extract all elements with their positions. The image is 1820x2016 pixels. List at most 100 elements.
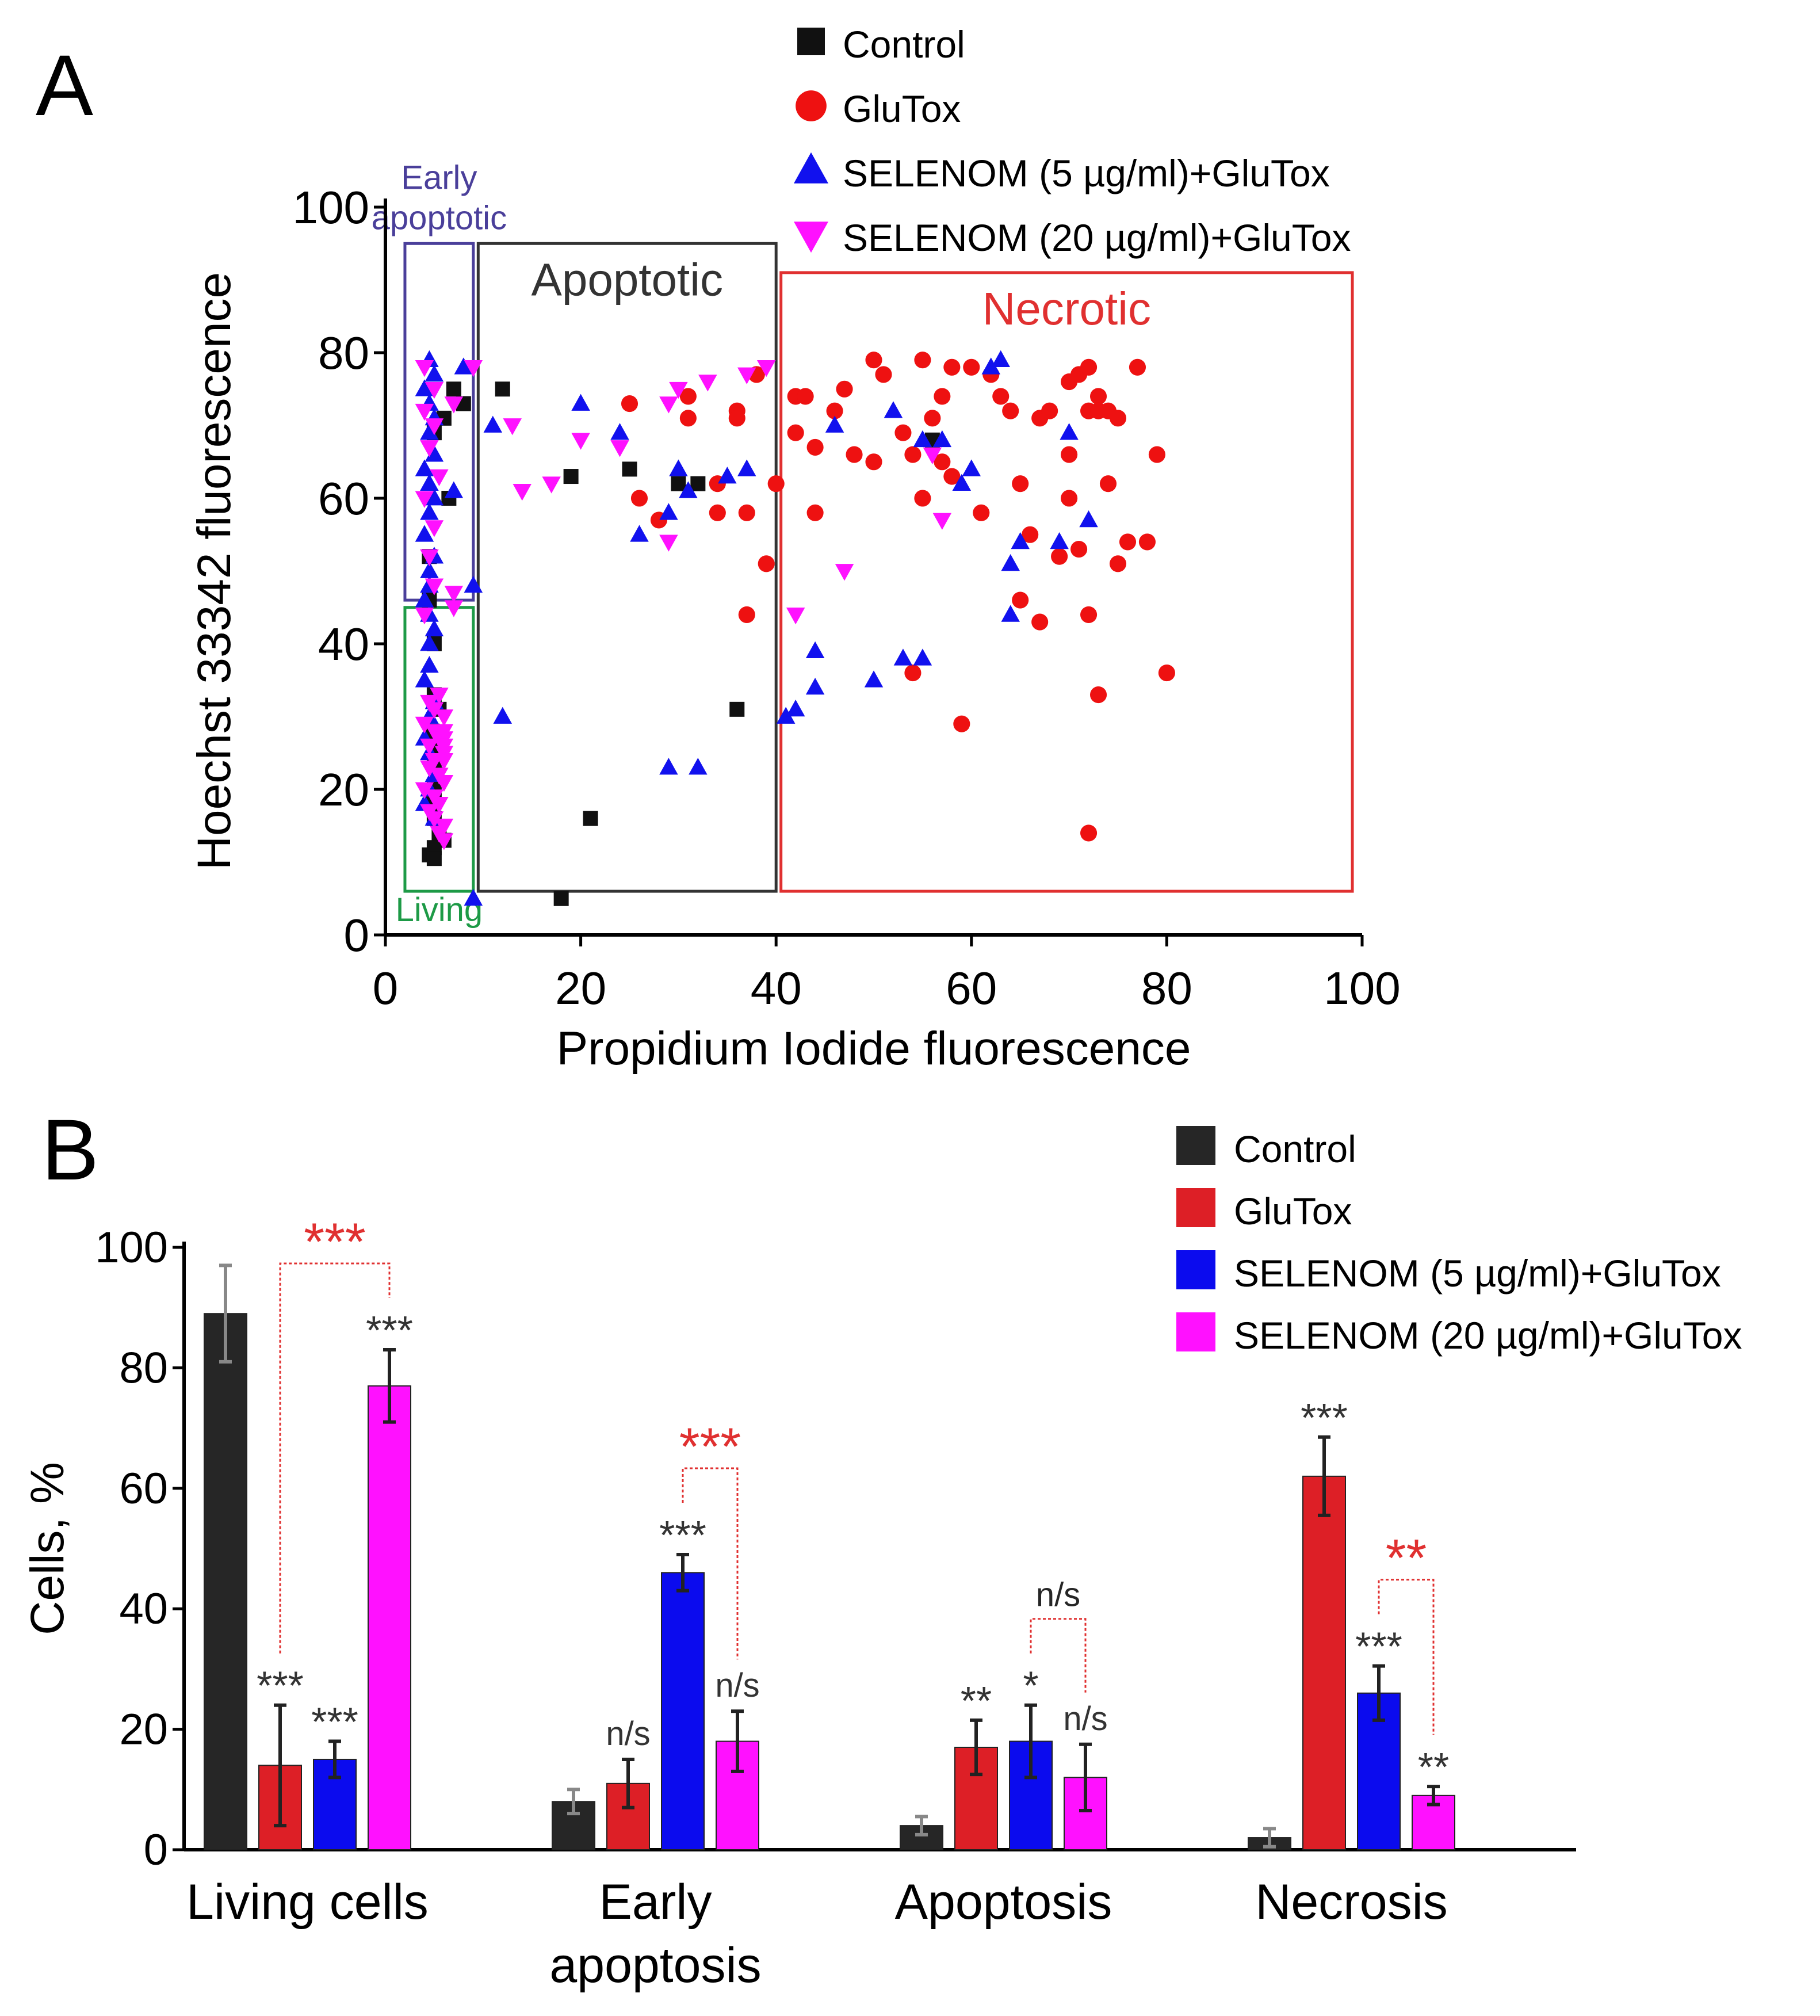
scatter-point (425, 520, 444, 537)
scatter-point (1060, 423, 1079, 440)
scatter-point (630, 525, 649, 542)
scatter-point (1138, 533, 1156, 551)
scatter-point (776, 707, 796, 724)
gate-label: Apoptotic (531, 254, 723, 305)
scatter-point (420, 423, 439, 440)
scatter-point (446, 381, 461, 397)
scatter-point (415, 716, 434, 734)
comparison-label: *** (679, 1418, 741, 1476)
scatter-point (420, 561, 439, 578)
scatter-point (669, 381, 688, 399)
scatter-point (420, 634, 439, 651)
scatter-point (924, 410, 941, 427)
bar (661, 1572, 705, 1850)
scatter-point (669, 459, 688, 476)
significance-mark: *** (1355, 1624, 1402, 1669)
significance-mark: n/s (606, 1715, 650, 1752)
scatter-point (981, 357, 1001, 375)
scatter-point (420, 738, 439, 755)
legend-label: GluTox (843, 87, 961, 130)
significance-mark: n/s (1063, 1700, 1107, 1738)
scatter-point (513, 484, 532, 501)
scatter-point (434, 775, 454, 792)
comparison-bracket (682, 1467, 739, 1660)
scatter-point (503, 418, 522, 436)
scatter-point (934, 453, 951, 471)
x-tick-label: 80 (1141, 963, 1192, 1014)
bar (368, 1385, 411, 1851)
gate-label: Necrotic (982, 283, 1151, 334)
y-tick-label: 60 (318, 473, 369, 524)
scatter-point (495, 381, 510, 397)
scatter-point (464, 888, 483, 906)
scatter-point (454, 357, 473, 375)
y-tick-label: 20 (318, 764, 369, 815)
scatter-point (621, 395, 638, 413)
scatter-point (434, 709, 454, 727)
x-tick-label: 0 (373, 963, 399, 1014)
scatter-point (610, 440, 629, 457)
scatter-point (914, 352, 931, 369)
y-tick-label: 20 (119, 1705, 168, 1754)
scatter-point (425, 381, 444, 399)
scatter-point (430, 469, 449, 486)
scatter-point (894, 424, 912, 441)
gate-label: Early (401, 159, 477, 196)
scatter-point (679, 481, 698, 498)
scatter-point (698, 375, 717, 392)
scatter-point (1089, 388, 1107, 405)
y-tick-label: 80 (318, 327, 369, 379)
scatter-point (934, 388, 951, 405)
scatter-point (797, 388, 814, 405)
scatter-point (1001, 553, 1020, 571)
scatter-point (1148, 446, 1165, 463)
gate-label: apoptotic (372, 199, 507, 236)
scatter-point (992, 388, 1010, 405)
legend-swatch (1176, 1126, 1215, 1165)
scatter-point (1061, 490, 1078, 507)
scatter-point (1109, 410, 1127, 427)
comparison-label: ** (1386, 1529, 1427, 1588)
significance-mark: ** (961, 1678, 992, 1723)
scatter-point (493, 707, 513, 724)
significance-mark: ** (1418, 1744, 1449, 1789)
scatter-point (690, 476, 706, 491)
scatter-point (1012, 591, 1029, 609)
scatter-point (718, 467, 737, 484)
legend-label: Control (1234, 1128, 1356, 1170)
gate-box (403, 242, 475, 602)
y-tick-label: 100 (293, 182, 369, 233)
scatter-point (563, 469, 579, 484)
y-tick-label: 40 (119, 1584, 168, 1633)
scatter-point (846, 446, 863, 463)
scatter-point (904, 446, 922, 463)
scatter-point (659, 534, 678, 552)
scatter-point (415, 670, 434, 688)
scatter-point (836, 380, 853, 398)
scatter-point (913, 430, 932, 448)
scatter-point (1031, 613, 1049, 631)
scatter-point (865, 453, 882, 471)
scatter-point (1011, 532, 1030, 549)
scatter-point (622, 461, 637, 477)
bar-legend: Control GluTox SELENOM (5 µg/ml)+GluTox SEL… (1176, 1126, 1742, 1357)
legend-marker (797, 28, 825, 55)
scatter-point (738, 606, 755, 623)
scatter-point (425, 619, 444, 637)
scatter-point (1129, 358, 1146, 376)
scatter-point (709, 504, 726, 521)
scatter-legend: Control GluTox SELENOM (5 µg/ml)+GluTox SEL… (794, 23, 1351, 259)
scatter-point (444, 586, 464, 603)
scatter-point (415, 491, 434, 508)
scatter-point (806, 438, 824, 456)
legend-marker (794, 222, 828, 253)
legend-swatch (1176, 1188, 1215, 1227)
scatter-point (826, 402, 843, 419)
y-tick-label: 0 (144, 1826, 168, 1874)
scatter-point (767, 475, 785, 492)
scatter-point (756, 360, 776, 377)
scatter-point (420, 656, 439, 673)
scatter-point (932, 430, 952, 448)
scatter-point (425, 811, 444, 828)
